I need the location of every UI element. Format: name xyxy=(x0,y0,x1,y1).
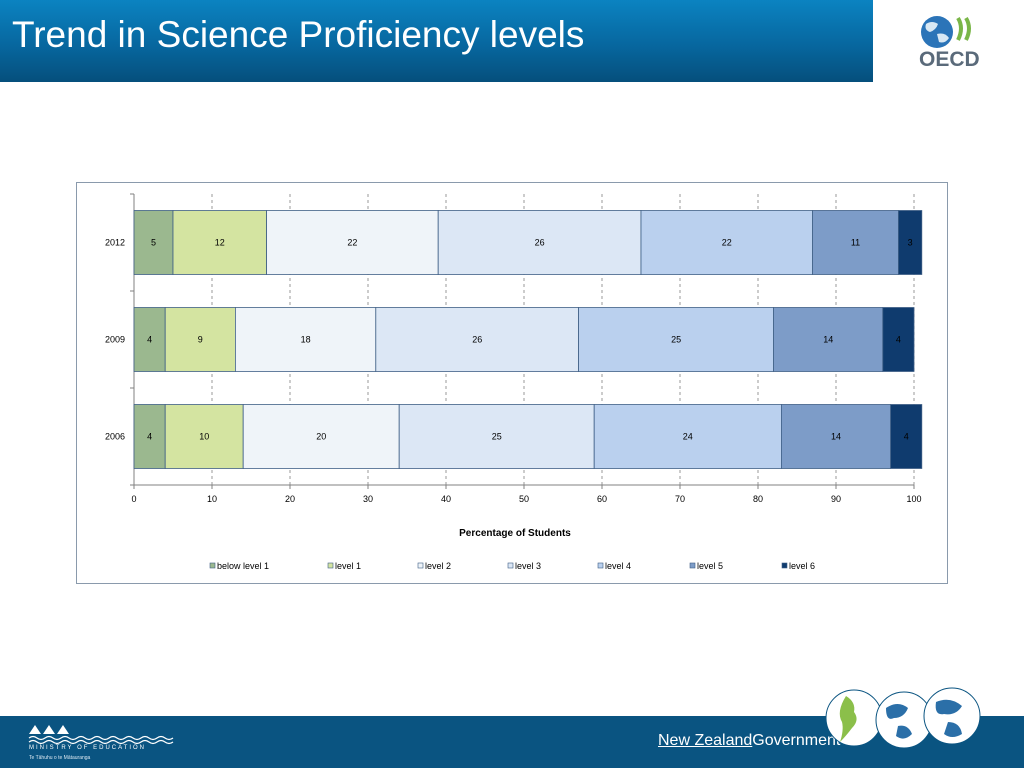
bar-segment xyxy=(882,307,915,372)
data-label: 14 xyxy=(823,335,833,345)
bar-segment xyxy=(133,307,166,372)
bar-segment xyxy=(437,210,642,275)
bar-segment xyxy=(593,404,782,469)
legend-label: level 3 xyxy=(515,561,541,571)
bar-segment xyxy=(164,404,244,469)
data-label: 4 xyxy=(147,335,152,345)
x-tick-label: 70 xyxy=(675,494,685,504)
data-label: 22 xyxy=(347,238,357,248)
ministry-name: MINISTRY OF EDUCATION xyxy=(29,745,147,751)
ministry-maori-name: Te Tāhuhu o te Mātauranga xyxy=(29,755,91,761)
bar-segment xyxy=(812,210,899,275)
bar-segment xyxy=(640,210,814,275)
bar-segment xyxy=(898,210,923,275)
data-label: 26 xyxy=(472,335,482,345)
bar-segment xyxy=(172,210,267,275)
bar-segment xyxy=(164,307,236,372)
bar-segment xyxy=(773,307,884,372)
title-bar xyxy=(0,0,873,82)
ministry-of-education-logo xyxy=(28,725,174,745)
x-tick-label: 50 xyxy=(519,494,529,504)
data-label: 4 xyxy=(147,432,152,442)
x-tick-label: 20 xyxy=(285,494,295,504)
legend-swatch xyxy=(689,562,696,569)
nz-wordmark-part: New Zealand xyxy=(658,732,753,749)
data-label: 4 xyxy=(896,335,901,345)
data-label: 26 xyxy=(535,238,545,248)
y-category-label: 2006 xyxy=(105,432,125,442)
data-labels: 5 12 22 26 22 11 3 4 9 18 26 25 14 4 4 10 20 25 24 14 4 xyxy=(147,238,913,442)
data-label: 9 xyxy=(198,335,203,345)
bar-segment xyxy=(781,404,892,469)
legend-swatch xyxy=(209,562,216,569)
bar-segment xyxy=(375,307,579,372)
nz-government-wordmark: New ZealandGovernment xyxy=(658,732,840,750)
slide-title: Trend in Science Proficiency levels xyxy=(12,14,585,55)
data-label: 12 xyxy=(215,238,225,248)
x-tick-label: 0 xyxy=(131,494,136,504)
x-tick-label: 30 xyxy=(363,494,373,504)
bar-segment xyxy=(133,210,174,275)
legend-swatch xyxy=(507,562,514,569)
stacked-bar-chart: 0 10 20 30 40 50 60 70 80 90 100 2012 2009 2006 5 12 22… xyxy=(105,193,923,571)
legend-swatch xyxy=(327,562,334,569)
bar-segment xyxy=(242,404,400,469)
government-wordmark-part: Government xyxy=(752,732,841,749)
legend-label: level 4 xyxy=(605,561,631,571)
legend-label: level 6 xyxy=(789,561,815,571)
bar-segment xyxy=(398,404,595,469)
bar-segment xyxy=(234,307,377,372)
data-label: 24 xyxy=(683,432,693,442)
bars xyxy=(133,210,923,469)
legend: below level 1 level 1 level 2 level 3 level … xyxy=(209,561,815,571)
legend-label: level 5 xyxy=(697,561,723,571)
legend-swatch xyxy=(781,562,788,569)
legend-label: level 2 xyxy=(425,561,451,571)
x-tick-label: 100 xyxy=(906,494,921,504)
x-tick-label: 40 xyxy=(441,494,451,504)
data-label: 18 xyxy=(301,335,311,345)
y-category-label: 2012 xyxy=(105,238,125,248)
data-label: 20 xyxy=(316,432,326,442)
oecd-wordmark: OECD xyxy=(919,48,980,71)
legend-swatch xyxy=(417,562,424,569)
data-label: 3 xyxy=(908,238,913,248)
legend-label: level 1 xyxy=(335,561,361,571)
legend-label: below level 1 xyxy=(217,561,269,571)
x-tick-label: 60 xyxy=(597,494,607,504)
bar-segment xyxy=(578,307,775,372)
y-category-label: 2009 xyxy=(105,335,125,345)
x-axis-title: Percentage of Students xyxy=(459,528,571,539)
x-tick-label: 80 xyxy=(753,494,763,504)
legend-swatch xyxy=(597,562,604,569)
globes-icon xyxy=(825,687,981,749)
data-label: 25 xyxy=(671,335,681,345)
data-label: 4 xyxy=(904,432,909,442)
data-label: 11 xyxy=(851,238,860,248)
x-tick-label: 10 xyxy=(207,494,217,504)
data-label: 5 xyxy=(151,238,156,248)
data-label: 25 xyxy=(492,432,502,442)
bar-segment xyxy=(266,210,439,275)
data-label: 22 xyxy=(722,238,732,248)
data-label: 10 xyxy=(199,432,209,442)
data-label: 14 xyxy=(831,432,841,442)
oecd-globe-logo xyxy=(921,16,971,48)
x-tick-label: 90 xyxy=(831,494,841,504)
bar-segment xyxy=(890,404,923,469)
